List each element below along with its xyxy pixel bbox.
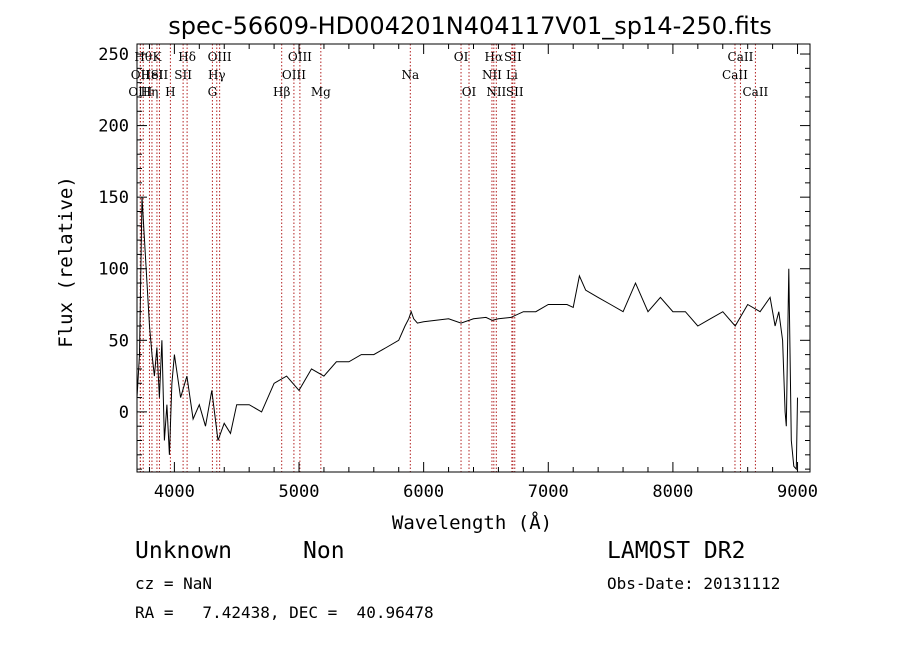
spectral-line-label: Hθ bbox=[134, 50, 152, 64]
x-tick-label: 9000 bbox=[777, 482, 818, 502]
spectral-line-label: OIII bbox=[282, 68, 306, 82]
spectral-line-label: OI bbox=[462, 85, 477, 99]
x-tick-label: 8000 bbox=[652, 482, 693, 502]
spectral-line-label: CaII bbox=[728, 50, 754, 64]
spectral-line-label: SII bbox=[506, 85, 524, 99]
spectral-line-label: G bbox=[208, 85, 218, 99]
object-subclass: Non bbox=[303, 538, 345, 564]
observation-date: Obs-Date: 20131112 bbox=[607, 574, 781, 593]
plot-frame bbox=[136, 43, 811, 473]
y-tick-label: 150 bbox=[98, 188, 129, 208]
spectral-line-label: K bbox=[152, 50, 162, 64]
y-tick-label: 50 bbox=[109, 331, 129, 351]
x-tick-label: 4000 bbox=[154, 482, 195, 502]
survey-name: LAMOST DR2 bbox=[607, 538, 746, 564]
spectral-line-label: Hδ bbox=[178, 50, 196, 64]
spectral-line-label: OIII bbox=[208, 50, 232, 64]
chart-title: spec-56609-HD004201N404117V01_sp14-250.f… bbox=[168, 12, 771, 40]
object-class: Unknown bbox=[135, 538, 232, 564]
coordinates: RA = 7.42438, DEC = 40.96478 bbox=[135, 603, 434, 622]
spectral-line-label: Hη bbox=[141, 85, 159, 99]
x-tick-label: 5000 bbox=[279, 482, 320, 502]
spectral-line-label: CaII bbox=[742, 85, 768, 99]
redshift-cz: cz = NaN bbox=[135, 574, 213, 593]
spectral-line-label: H bbox=[165, 85, 175, 99]
spectrum-line bbox=[136, 197, 798, 471]
spectral-line-label: Hγ bbox=[208, 68, 226, 82]
x-axis-label: Wavelength (Å) bbox=[392, 511, 552, 534]
spectral-line-label: NII bbox=[486, 85, 506, 99]
spectral-line-label: CaII bbox=[722, 68, 748, 82]
spectral-line-label: OI bbox=[454, 50, 469, 64]
spectral-line-label: OII bbox=[131, 68, 151, 82]
spectral-line-label: HeI bbox=[141, 68, 164, 82]
x-tick-label: 7000 bbox=[528, 482, 569, 502]
spectral-line-label: OIII bbox=[128, 85, 152, 99]
y-tick-label: 100 bbox=[98, 260, 129, 280]
spectral-line-label: Na bbox=[401, 68, 419, 82]
spectral-line-label: OIII bbox=[288, 50, 312, 64]
y-tick-label: 0 bbox=[119, 403, 129, 423]
x-tick-label: 6000 bbox=[403, 482, 444, 502]
spectral-line-label: SII bbox=[151, 68, 169, 82]
spectral-line-label: SII bbox=[504, 50, 522, 64]
spectral-line-label: Hα bbox=[485, 50, 504, 64]
y-tick-label: 200 bbox=[98, 117, 129, 137]
spectral-line-label: NII bbox=[482, 68, 502, 82]
spectral-line-label: Mg bbox=[311, 85, 331, 99]
y-axis-label: Flux (relative) bbox=[55, 176, 77, 348]
spectral-line-label: Hβ bbox=[273, 85, 290, 99]
y-tick-label: 250 bbox=[98, 45, 129, 65]
spectral-line-label: Li bbox=[506, 68, 518, 82]
spectral-line-label: SII bbox=[174, 68, 192, 82]
